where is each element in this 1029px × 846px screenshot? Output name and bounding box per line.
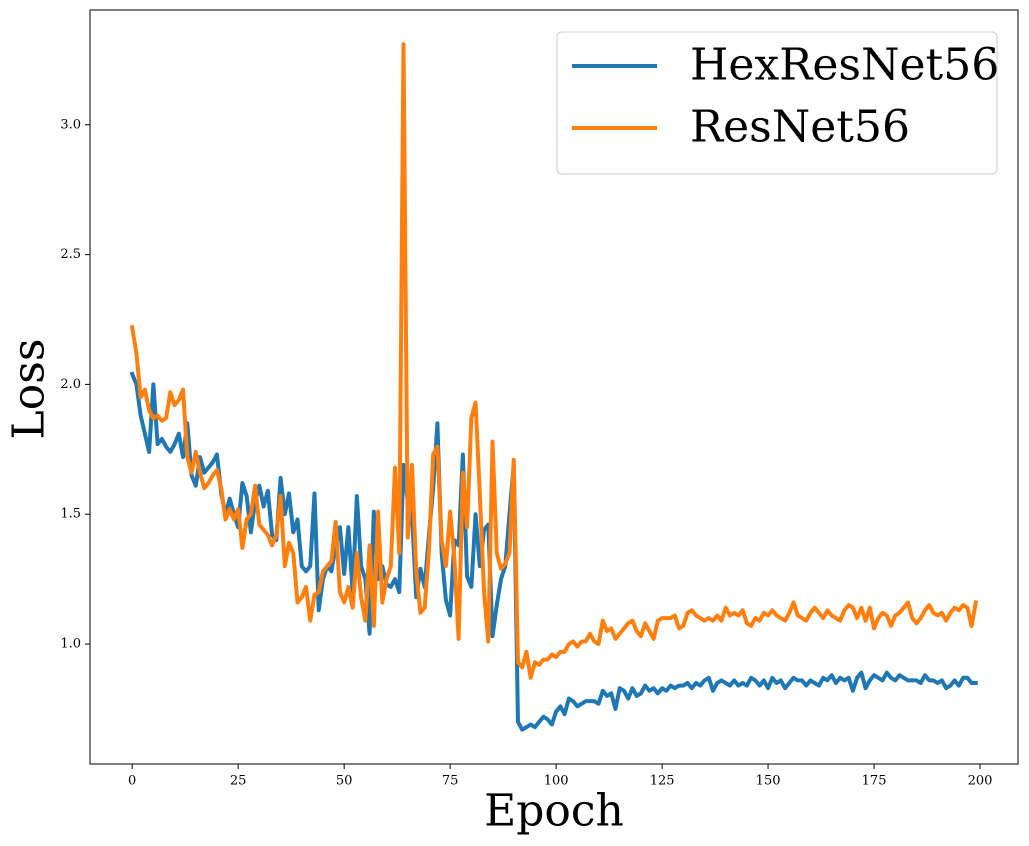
plot-frame [89, 9, 1019, 765]
line-series [129, 371, 978, 732]
x-tick-label: 0 [128, 774, 136, 789]
x-tick-label: 100 [544, 774, 569, 789]
line-series [129, 42, 979, 680]
y-tick-label: 1.5 [60, 507, 81, 522]
x-axis-label: Epoch [484, 786, 624, 837]
legend-label: ResNet56 [690, 102, 910, 153]
x-tick-label: 175 [862, 774, 887, 789]
legend-label: HexResNet56 [690, 40, 999, 91]
y-tick-label: 1.0 [60, 637, 81, 652]
x-tick-label: 125 [650, 774, 675, 789]
x-tick-label: 200 [968, 774, 993, 789]
y-axis-label: Loss [4, 339, 55, 440]
y-tick-label: 2.5 [60, 247, 81, 262]
x-tick-label: 50 [336, 774, 353, 789]
x-tick-label: 75 [442, 774, 459, 789]
legend-box [556, 31, 998, 175]
x-tick-label: 25 [230, 774, 247, 789]
x-tick-label: 150 [756, 774, 781, 789]
y-tick-label: 3.0 [60, 117, 81, 132]
y-tick-label: 2.0 [60, 377, 81, 392]
